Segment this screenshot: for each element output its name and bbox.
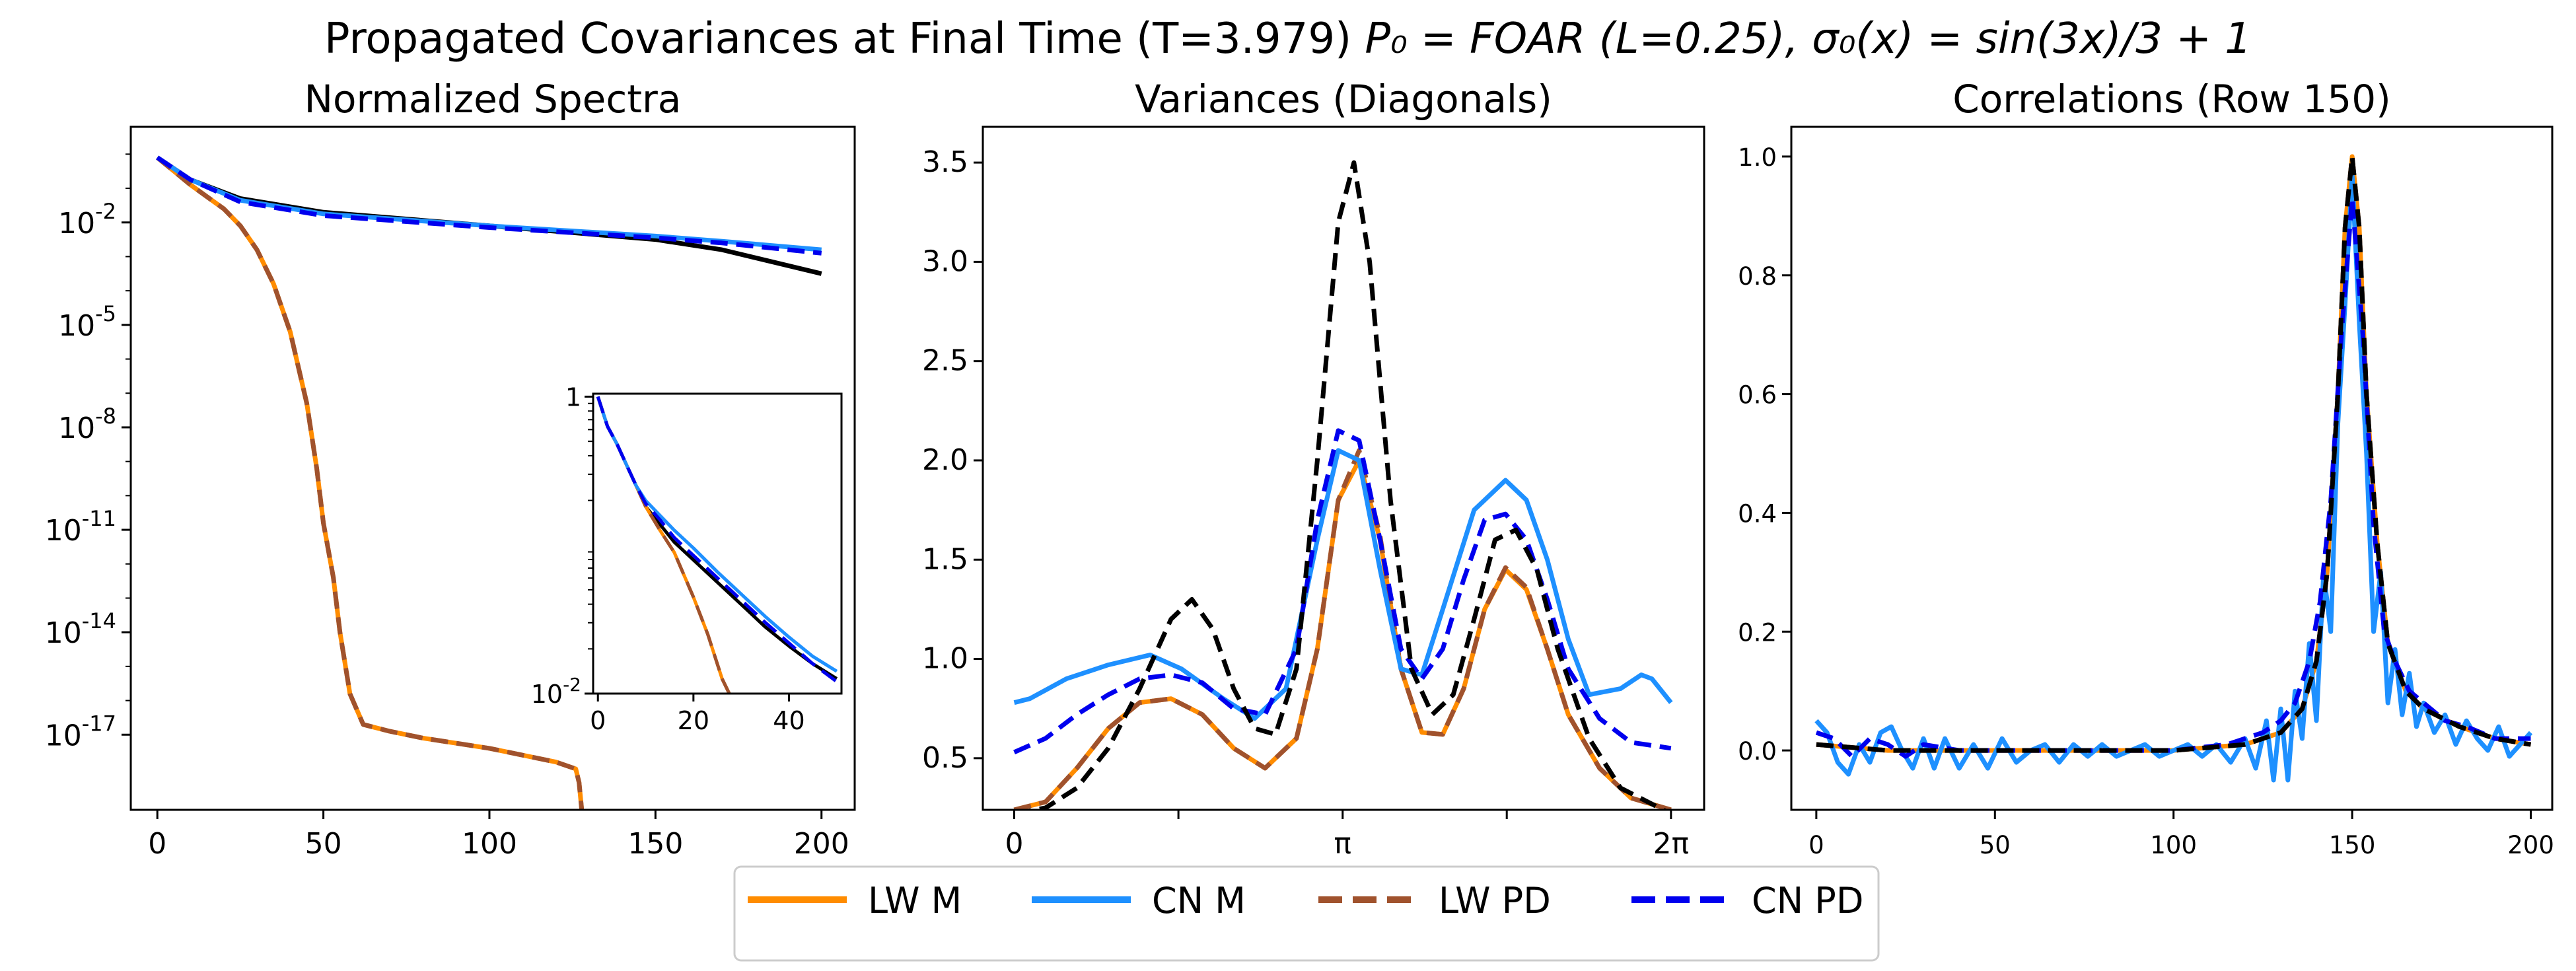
series-line-lw-pd [596,396,731,694]
y-tick-label: 10-5 [58,301,116,343]
inset-y-tick-label: 10-2 [531,674,581,709]
legend-entry: CN PD [1631,880,1863,921]
series-line-lw-pd [1013,448,1672,810]
series-line-lw-pd [155,155,585,810]
y-tick-label: 3.5 [922,145,968,179]
legend-label: LW M [868,880,962,921]
x-tick-label: 150 [2329,831,2376,859]
panel-2: Variances (Diagonals) 0 π 2π 0.5 1.0 1.5 2.0 2.5… [922,77,1705,861]
inset-series-group [596,396,838,694]
series-line-cn-pd [596,396,838,684]
x-tick-label: 50 [1980,831,2011,859]
y-tick-exponent: -8 [95,404,116,429]
inset-x-tick-label: 40 [773,706,805,735]
y-tick-label: 0.5 [922,741,968,775]
y-tick-base: 10 [58,207,95,240]
y-tick-label: 2.5 [922,344,968,378]
y-tick-label: 0.0 [1738,737,1777,766]
y-tick-label: 3.0 [922,244,968,278]
series-group [1013,160,1673,810]
x-tick-label: 150 [627,827,683,861]
series-line-cn-pd [156,155,822,256]
axes-frame [129,126,856,811]
legend: LW M CN M LW PD CN PD [733,865,1880,962]
series-line-lw-m [1816,154,2532,753]
inset-frame [592,392,843,695]
y-tick-label: 1.0 [922,642,968,676]
inset-y-tick-label: 1 [565,382,581,412]
series-line-lw-m [155,155,585,810]
y-tick-label: 0.6 [1738,381,1777,410]
x-tick-label: 0 [1808,831,1824,859]
series-line-cn-m [1814,172,2533,783]
y-tick-label: 1.0 [1738,143,1777,172]
x-tick-label: π [1334,827,1351,861]
legend-frame [733,865,1880,962]
y-tick-exponent: -2 [95,199,116,224]
x-tick-label: 2π [1653,827,1689,861]
series-group [1814,154,2533,783]
legend-label: LW PD [1439,880,1551,921]
y-tick-exponent: -17 [82,711,116,736]
panel-title: Variances (Diagonals) [1135,77,1552,122]
suptitle-math: P₀ = FOAR (L=0.25), σ₀(x) = sin(3x)/3 + … [1365,15,2252,63]
legend-entry: CN M [1032,880,1246,921]
y-tick-label: 0.4 [1738,499,1777,528]
legend-label: CN M [1152,880,1246,921]
y-tick-exponent: -14 [82,608,116,633]
x-tick-label: 100 [2150,831,2197,859]
panel-title: Normalized Spectra [304,77,682,122]
y-tick-exponent: -5 [95,301,116,326]
axes-frame [1790,126,2554,811]
x-tick-label: 100 [462,827,517,861]
y-tick-exponent: -11 [82,506,116,531]
series-line-reference [1816,154,2532,753]
inset-y-tick-exponent: -2 [563,674,581,696]
inset-panel: 0 20 40 1 10-2 [531,382,843,735]
y-tick-label: 10-14 [45,608,116,650]
suptitle-text: Propagated Covariances at Final Time (T=… [324,15,1365,63]
series-line-reference [1022,160,1668,810]
series-line-lw-m [1013,458,1672,810]
inset-y-tick-base: 10 [531,680,563,709]
y-tick-label: 10-17 [45,711,116,752]
legend-entry: LW M [748,880,962,921]
figure-suptitle: Propagated Covariances at Final Time (T=… [324,15,2252,63]
series-line-cn-pd [1013,428,1672,755]
y-tick-base: 10 [45,719,82,752]
y-tick-label: 10-11 [45,506,116,548]
y-tick-base: 10 [58,412,95,445]
y-tick-label: 10-2 [58,199,116,240]
series-line-reference [156,155,822,276]
x-tick-label: 0 [1005,827,1023,861]
series-line-lw-pd [1816,154,2532,753]
y-tick-base: 10 [45,514,82,548]
legend-label: CN PD [1752,880,1863,921]
y-tick-label: 1.5 [922,542,968,576]
inset-x-tick-label: 0 [590,706,606,735]
y-tick-base: 10 [45,616,82,650]
panel-3: Correlations (Row 150) 0 50 100 150 200 0.0 0.2… [1738,77,2554,859]
x-tick-label: 0 [148,827,166,861]
legend-entry: LW PD [1318,880,1551,921]
inset-x-tick-label: 20 [678,706,709,735]
inset-background [593,394,841,694]
y-tick-base: 10 [58,309,95,343]
y-tick-label: 0.2 [1738,618,1777,647]
y-tick-label: 10-8 [58,404,116,445]
panel-title: Correlations (Row 150) [1952,77,2391,122]
x-tick-label: 200 [2507,831,2554,859]
y-tick-label: 2.0 [922,443,968,477]
x-tick-label: 50 [305,827,342,861]
y-tick-label: 0.8 [1738,262,1777,291]
series-line-cn-pd [1815,196,2531,759]
series-group [155,155,822,810]
x-tick-label: 200 [794,827,849,861]
